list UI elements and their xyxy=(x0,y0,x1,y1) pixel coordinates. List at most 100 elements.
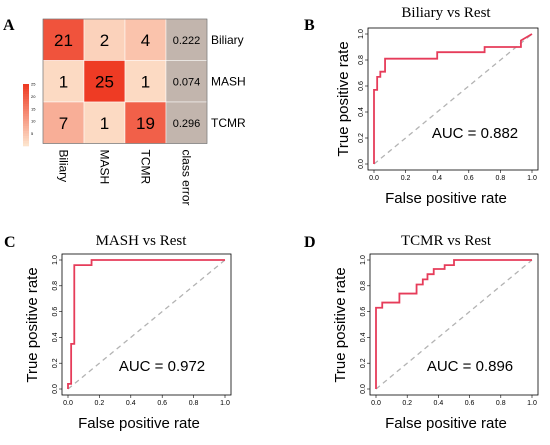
legend-tick-label: 15 xyxy=(31,106,36,111)
roc-curve-line xyxy=(67,259,225,389)
x-tick-label: 0.0 xyxy=(63,400,73,407)
y-tick-label: 0.4 xyxy=(52,332,59,342)
legend-swatch xyxy=(23,121,29,124)
legend-tick-label: 20 xyxy=(31,94,36,99)
legend-swatch xyxy=(23,133,29,137)
heatmap-cell-value: 25 xyxy=(95,72,114,91)
legend-swatch xyxy=(23,116,29,120)
column-label: Biliary xyxy=(57,150,71,183)
x-tick-label: 0.6 xyxy=(157,400,167,407)
x-tick-label: 0.8 xyxy=(189,400,199,407)
heatmap-cell-r0-c0 xyxy=(42,18,85,61)
roc-curve-line xyxy=(373,33,533,164)
column-label: TCMR xyxy=(139,150,153,185)
y-tick-label: 0.8 xyxy=(360,281,367,291)
chance-diagonal-line xyxy=(373,33,533,165)
heatmap-cell-value: 1 xyxy=(141,72,150,91)
y-tick-label: 0.8 xyxy=(52,281,59,291)
class-error-cell xyxy=(165,101,208,144)
heatmap-cell-value: 19 xyxy=(136,114,155,133)
plot-frame xyxy=(369,253,539,396)
class-error-value: 0.296 xyxy=(173,118,201,130)
x-axis-label: False positive rate xyxy=(78,415,200,432)
x-tick-label: 0.2 xyxy=(402,400,412,407)
roc-chart-tcmr: 0.0 0.0 0.2 0.2 0.4 0.4 0.6 0.6 0.8 0.8 1.0 1.0 TCMR… xyxy=(332,233,539,432)
y-tick-label: 0.6 xyxy=(360,307,367,317)
auc-annotation: AUC = 0.972 xyxy=(119,358,205,375)
x-tick-label: 0.2 xyxy=(401,175,411,182)
legend-swatch xyxy=(23,103,29,107)
legend-swatch xyxy=(23,141,29,144)
panel-letter-b: B xyxy=(304,17,315,34)
y-tick-label: 0.8 xyxy=(358,55,365,65)
legend-swatch xyxy=(23,126,29,129)
legend-swatch xyxy=(23,91,29,95)
y-tick-label: 0.4 xyxy=(360,332,367,342)
heatmap-cell-r1-c1 xyxy=(83,60,126,103)
legend-tick-label: 10 xyxy=(31,119,36,124)
x-tick-label: 0.6 xyxy=(465,400,475,407)
legend-swatch xyxy=(23,111,29,115)
y-axis-label: True positive rate xyxy=(24,267,41,382)
legend-swatch xyxy=(23,93,29,97)
y-axis-label: True positive rate xyxy=(335,41,352,156)
legend-swatch xyxy=(23,136,29,139)
plot-frame xyxy=(367,27,539,171)
x-tick-label: 0.0 xyxy=(371,400,381,407)
x-tick-label: 0.2 xyxy=(95,400,105,407)
heatmap-cell-value: 21 xyxy=(54,31,73,50)
x-tick-label: 1.0 xyxy=(527,175,537,182)
x-tick-label: 0.0 xyxy=(369,175,379,182)
legend-swatch xyxy=(23,96,29,100)
auc-annotation: AUC = 0.896 xyxy=(427,358,513,375)
y-axis-label: True positive rate xyxy=(332,267,349,382)
y-tick-label: 0.0 xyxy=(358,159,365,169)
y-tick-label: 1.0 xyxy=(360,255,367,265)
heatmap-cell-value: 1 xyxy=(59,72,68,91)
y-tick-label: 1.0 xyxy=(52,255,59,265)
row-label: TCMR xyxy=(211,116,246,130)
legend-swatch xyxy=(23,118,29,122)
legend-swatch xyxy=(23,143,29,147)
x-axis-label: False positive rate xyxy=(385,190,507,207)
legend-swatch xyxy=(23,106,29,110)
x-tick-label: 0.4 xyxy=(432,175,442,182)
chart-title: Biliary vs Rest xyxy=(401,5,491,21)
column-label: MASH xyxy=(98,150,112,185)
y-tick-label: 0.2 xyxy=(52,358,59,368)
class-error-cell xyxy=(165,60,208,103)
x-tick-label: 0.4 xyxy=(126,400,136,407)
class-error-cell xyxy=(165,18,208,61)
x-tick-label: 0.8 xyxy=(496,400,506,407)
legend-tick-label: 25 xyxy=(31,82,36,87)
heatmap-cell-value: 7 xyxy=(59,114,68,133)
x-tick-label: 0.6 xyxy=(464,175,474,182)
y-tick-label: 0.6 xyxy=(52,307,59,317)
class-error-value: 0.074 xyxy=(173,76,201,88)
roc-curve-line xyxy=(375,259,532,389)
y-tick-label: 0.0 xyxy=(360,384,367,394)
legend-swatch xyxy=(23,123,29,127)
heatmap-cell-r2-c1 xyxy=(83,101,126,144)
heatmap-cell-r0-c1 xyxy=(83,18,126,61)
plot-frame xyxy=(61,253,232,396)
class-error-value: 0.222 xyxy=(173,35,201,47)
chart-title: TCMR vs Rest xyxy=(401,233,492,249)
heatmap-color-legend: 25 20 15 10 5 xyxy=(23,82,36,147)
y-tick-label: 0.6 xyxy=(358,81,365,91)
chart-title: MASH vs Rest xyxy=(96,233,188,249)
x-tick-label: 0.4 xyxy=(434,400,444,407)
confusion-matrix-heatmap: 21 2 4 0.222 Biliary 1 25 1 0.074 MASH 7 1 19 0.296 TC… xyxy=(42,18,246,206)
y-tick-label: 0.2 xyxy=(358,133,365,143)
legend-swatch xyxy=(23,138,29,142)
legend-swatch xyxy=(23,128,29,132)
heatmap-cell-value: 2 xyxy=(100,31,109,50)
row-label: MASH xyxy=(211,74,246,88)
legend-swatch xyxy=(23,98,29,102)
heatmap-cell-r1-c0 xyxy=(42,60,85,103)
column-label: class error xyxy=(180,150,194,206)
y-tick-label: 0.4 xyxy=(358,107,365,117)
legend-swatch xyxy=(23,108,29,112)
x-tick-label: 0.8 xyxy=(496,175,506,182)
